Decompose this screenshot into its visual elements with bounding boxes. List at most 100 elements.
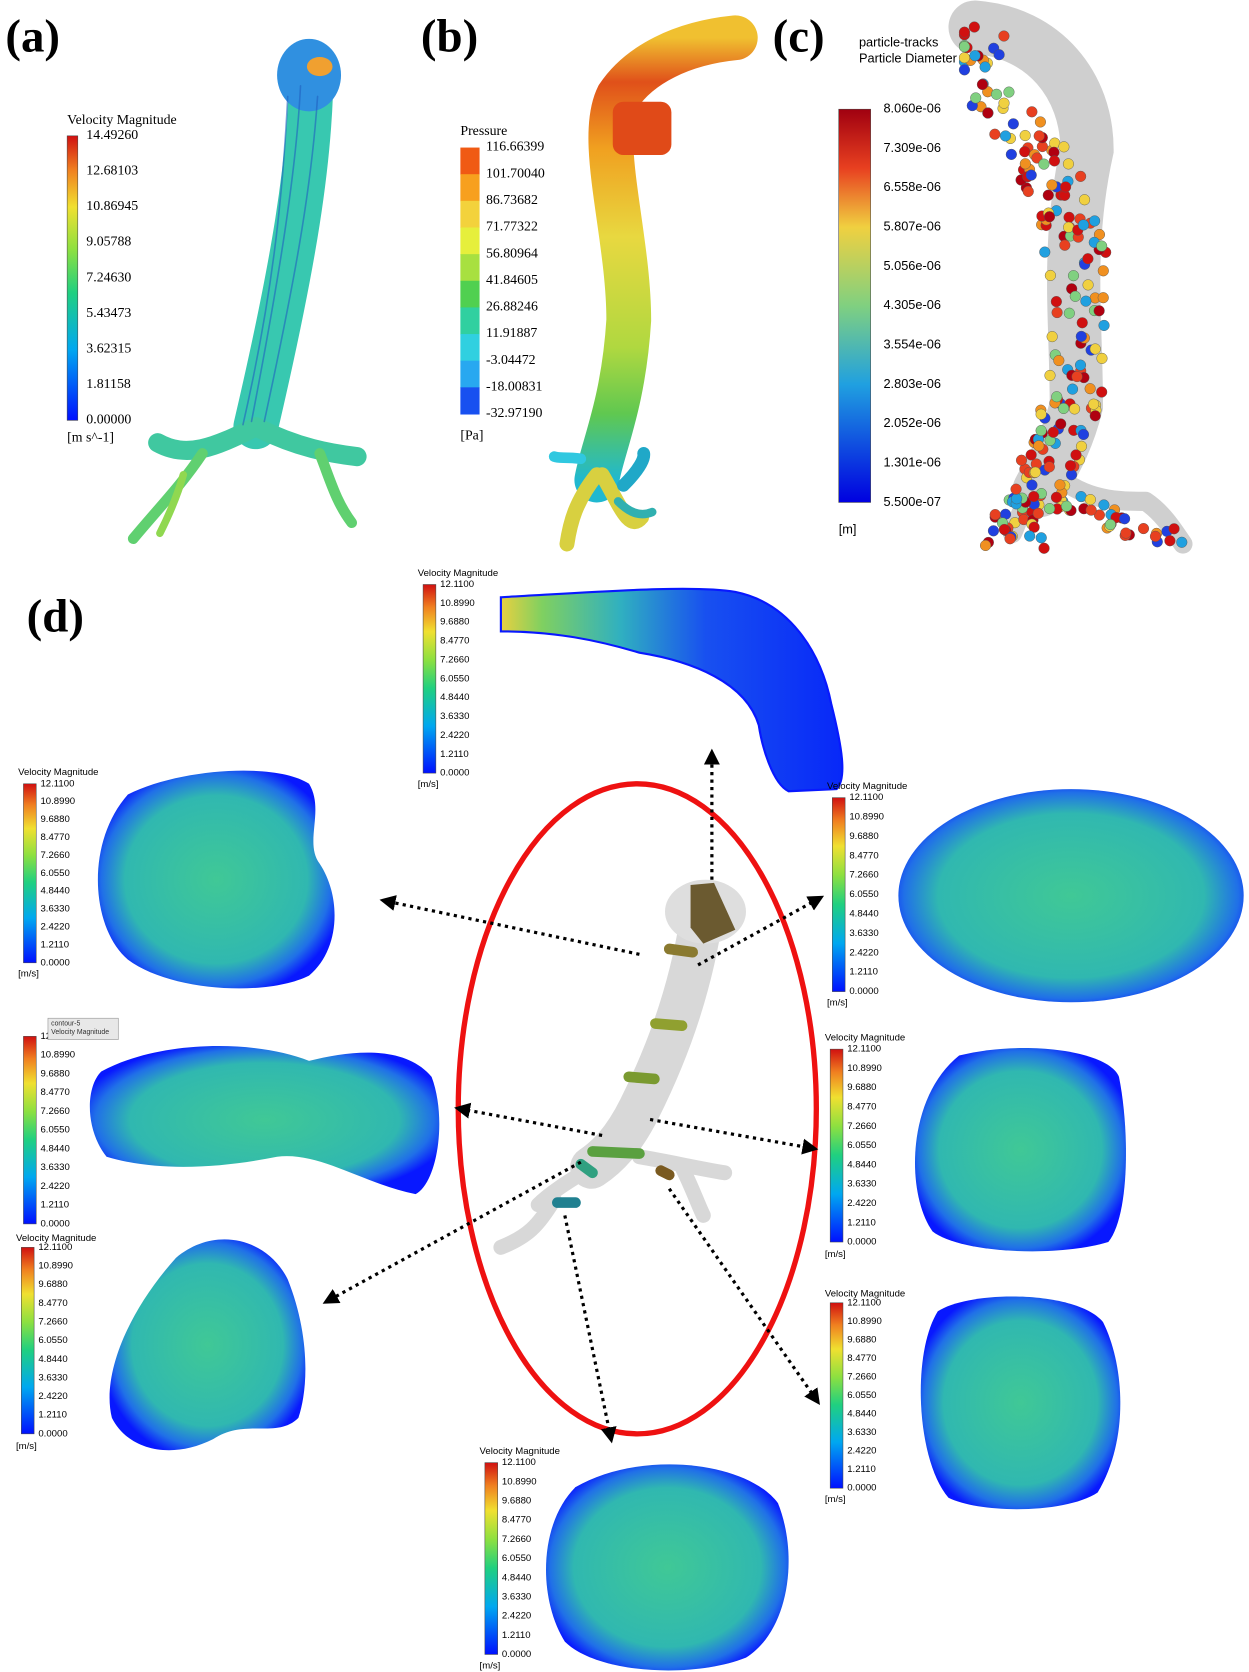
colorbar-tick-label: 1.2110 — [38, 1410, 67, 1421]
particle — [1036, 409, 1047, 420]
panel-label: (a) — [5, 11, 60, 63]
colorbar-tick-label: 7.2660 — [847, 1121, 876, 1132]
colorbar-tick-label: 56.80964 — [486, 245, 538, 260]
colorbar-tick-label: 4.8440 — [502, 1572, 531, 1583]
colorbar-tick-label: 1.2110 — [440, 749, 469, 760]
colorbar-tick-label: 0.0000 — [440, 768, 469, 779]
colorbar-tick-label: 3.6330 — [440, 711, 469, 722]
colorbar-unit: [m/s] — [480, 1660, 501, 1671]
particle — [1099, 320, 1110, 331]
particle — [1047, 331, 1058, 342]
particle — [1077, 317, 1088, 328]
particle — [1068, 270, 1079, 281]
particle — [1036, 425, 1047, 436]
particle — [1076, 491, 1087, 502]
colorbar — [485, 1463, 498, 1655]
particle — [1051, 492, 1062, 503]
colorbar-band — [460, 174, 479, 201]
colorbar-tick-label: 4.8440 — [849, 909, 878, 920]
particle — [1078, 220, 1089, 231]
particle — [999, 524, 1010, 535]
colorbar — [67, 136, 78, 421]
particle — [1096, 387, 1107, 398]
colorbar-tick-label: 1.2110 — [849, 967, 878, 978]
colorbar-tick-label: 10.8990 — [502, 1476, 537, 1487]
particle — [1059, 240, 1070, 251]
particle — [1150, 531, 1161, 542]
legend-title: Velocity Magnitude — [827, 781, 907, 792]
particle — [1039, 159, 1050, 170]
particle — [959, 65, 970, 76]
colorbar-unit: [m/s] — [18, 969, 39, 980]
figure: (a) (b) (c) (d) — [0, 0, 1249, 1672]
colorbar-band — [460, 387, 479, 414]
particle — [1052, 307, 1063, 318]
colorbar-unit: [m] — [839, 521, 857, 536]
colorbar — [23, 1036, 36, 1224]
colorbar-band — [460, 148, 479, 175]
colorbar-tick-label: 9.6880 — [847, 1334, 876, 1345]
colorbar-tick-label: 8.4770 — [440, 636, 469, 647]
colorbar-tick-label: -18.00831 — [486, 379, 543, 394]
particle — [1096, 241, 1107, 252]
particle — [988, 525, 999, 536]
particle — [983, 108, 994, 119]
particle — [990, 509, 1001, 520]
particle — [1006, 149, 1017, 160]
colorbar — [830, 1303, 843, 1488]
colorbar-tick-label: 6.0550 — [849, 889, 878, 900]
colorbar-tick-label: 0.0000 — [502, 1649, 531, 1660]
colorbar-tick-label: 7.2660 — [849, 870, 878, 881]
colorbar-tick-label: 3.62315 — [86, 340, 131, 355]
colorbar-tick-label: 1.2110 — [40, 1200, 69, 1211]
colorbar-tick-label: 12.1100 — [38, 1242, 72, 1253]
colorbar-band — [460, 361, 479, 388]
particle — [1088, 399, 1099, 410]
colorbar-tick-label: 12.68103 — [86, 163, 138, 178]
particle — [1079, 194, 1090, 205]
colorbar-tick-label: 9.6880 — [40, 814, 69, 825]
colorbar-tick-label: 26.88246 — [486, 299, 538, 314]
particle — [1048, 427, 1059, 438]
colorbar-unit: [m/s] — [16, 1441, 37, 1452]
particle — [1061, 501, 1072, 512]
colorbar-tick-label: 116.66399 — [486, 139, 544, 154]
particle — [1094, 305, 1105, 316]
particle — [1004, 87, 1015, 98]
particle — [1085, 383, 1096, 394]
colorbar-tick-label: 10.8990 — [40, 1050, 75, 1061]
particle — [1049, 156, 1060, 167]
particle — [970, 50, 981, 61]
particle — [1138, 523, 1149, 534]
colorbar-tick-label: 7.24630 — [86, 269, 131, 284]
colorbar-unit: [m/s] — [825, 1249, 846, 1260]
colorbar-tick-label: 1.81158 — [86, 376, 131, 391]
colorbar-tick-label: 9.05788 — [86, 234, 131, 249]
legend-title: Velocity Magnitude — [67, 112, 177, 127]
colorbar-tick-label: 2.052e-06 — [883, 415, 940, 430]
colorbar — [839, 109, 871, 502]
particle — [1075, 171, 1086, 182]
colorbar-tick-label: 2.4220 — [847, 1198, 876, 1209]
particle — [1023, 186, 1034, 197]
colorbar-tick-label: 3.6330 — [847, 1427, 876, 1438]
particle — [1033, 441, 1044, 452]
legend-title: Velocity Magnitude — [18, 767, 98, 778]
particle — [1060, 182, 1071, 193]
colorbar-tick-label: 3.6330 — [40, 1162, 69, 1173]
colorbar-tick-label: 8.4770 — [849, 850, 878, 861]
particle — [1044, 462, 1055, 473]
colorbar-tick-label: 4.8440 — [847, 1159, 876, 1170]
particle — [1028, 491, 1039, 502]
slice — [90, 1046, 439, 1194]
particle — [1063, 159, 1074, 170]
colorbar-tick-label: 10.86945 — [86, 198, 138, 213]
particle — [1011, 493, 1022, 504]
colorbar-tick-label: 4.8440 — [847, 1409, 876, 1420]
colorbar-tick-label: 2.803e-06 — [883, 376, 940, 391]
colorbar-tick-label: 3.6330 — [502, 1591, 531, 1602]
particle — [1169, 523, 1180, 534]
particle — [1039, 543, 1050, 554]
particle — [1089, 216, 1100, 227]
particle — [980, 540, 991, 551]
